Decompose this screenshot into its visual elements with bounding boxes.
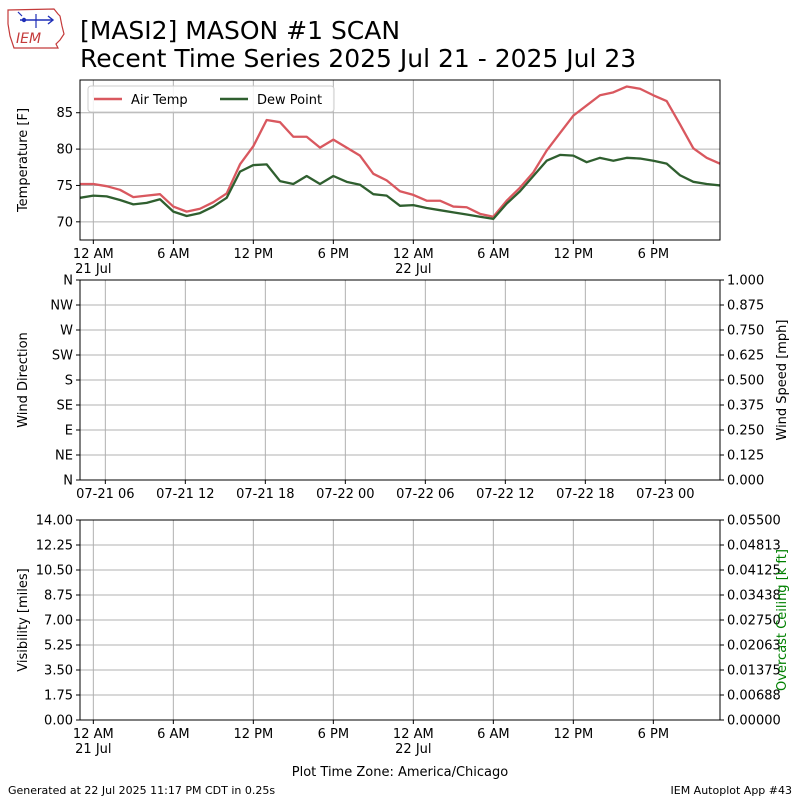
x-tick-label: 12 PM (233, 727, 273, 742)
y-tick-label: N (63, 474, 73, 489)
y2-tick-label: 0.000 (727, 474, 764, 489)
y-tick-label: SW (52, 349, 73, 364)
y-tick-label: 70 (56, 215, 73, 230)
y2-tick-label: 0.04125 (727, 564, 781, 579)
iem-logo-graphic: IEM (7, 8, 65, 49)
logo-text: IEM (16, 31, 41, 47)
x-tick-label: 07-22 00 (316, 487, 374, 502)
y2-tick-label: 0.125 (727, 449, 764, 464)
y2-tick-label: 0.625 (727, 349, 764, 364)
y2-tick-label: 0.01375 (727, 664, 781, 679)
x-tick-label: 12 PM (553, 247, 593, 262)
y-axis-label: Visibility [miles] (16, 568, 31, 671)
y-axis-label: Temperature [F] (16, 108, 31, 213)
y2-tick-label: 0.03438 (727, 589, 781, 604)
y2-tick-label: 0.04813 (727, 539, 781, 554)
y-tick-label: 12.25 (36, 539, 73, 554)
y2-tick-label: 0.250 (727, 424, 764, 439)
y-tick-label: 75 (56, 179, 73, 194)
x-tick-date-label: 21 Jul (75, 742, 111, 757)
y2-axis-label: Overcast Ceiling [k ft] (775, 549, 790, 691)
temperature-panel: 12 AM 6 AM 12 PM 6 PM 12 AM 6 AM 12 PM 6 PM 21 J… (16, 79, 721, 277)
y2-axis-label: Wind Speed [mph] (775, 320, 790, 441)
x-tick-label: 6 AM (157, 247, 190, 262)
axes-frame (79, 519, 721, 721)
footer-generated-text: Generated at 22 Jul 2025 11:17 PM CDT in… (8, 784, 276, 797)
x-tick-label: 12 AM (393, 247, 434, 262)
x-tick-label: 6 PM (318, 247, 349, 262)
y-tick-label: 85 (56, 106, 73, 121)
y2-tick-label: 0.05500 (727, 514, 781, 529)
x-tick-label: 6 AM (157, 727, 190, 742)
chart-title-line1: [MASI2] MASON #1 SCAN (80, 16, 401, 45)
y2-tick-label: 0.02063 (727, 639, 781, 654)
y2-tick-label: 0.00000 (727, 714, 781, 729)
y-tick-label: W (60, 324, 73, 339)
y-tick-label: S (65, 374, 73, 389)
y2-tick-label: 0.00688 (727, 689, 781, 704)
x-tick-label: 6 PM (638, 727, 669, 742)
y2-tick-label: 0.500 (727, 374, 764, 389)
y-tick-label: 14.00 (36, 514, 73, 529)
series-line-dew-point (79, 153, 721, 221)
y2-tick-label: 0.375 (727, 399, 764, 414)
y-tick-label: 10.50 (36, 564, 73, 579)
axes-frame (79, 279, 721, 481)
y-tick-label: 1.75 (44, 689, 73, 704)
x-tick-label: 12 PM (233, 247, 273, 262)
x-tick-label: 6 PM (638, 247, 669, 262)
x-tick-label: 07-22 12 (476, 487, 534, 502)
y-tick-label: N (63, 274, 73, 289)
x-tick-label: 6 AM (477, 247, 510, 262)
series-line-air-temp (80, 85, 721, 218)
legend-entry: Dew Point (257, 93, 322, 108)
x-tick-label: 12 AM (73, 727, 114, 742)
x-tick-label: 12 PM (553, 727, 593, 742)
footer-app-text: IEM Autoplot App #43 (670, 784, 793, 797)
legend-box (87, 85, 335, 113)
x-axis-label: Plot Time Zone: America/Chicago (292, 765, 508, 780)
legend-entry: Air Temp (131, 93, 188, 108)
y-axis-label: Wind Direction (16, 332, 31, 428)
x-tick-label: 07-21 18 (236, 487, 294, 502)
visibility-panel: 12 AM 6 AM 12 PM 6 PM 12 AM 6 AM 12 PM 6 PM 21 J… (16, 514, 790, 781)
y-tick-label: 0.00 (44, 714, 73, 729)
x-tick-date-label: 22 Jul (395, 742, 431, 757)
y-tick-label: E (65, 424, 73, 439)
y-tick-label: 7.00 (44, 614, 73, 629)
y2-tick-label: 1.000 (727, 274, 764, 289)
y2-tick-label: 0.02750 (727, 614, 781, 629)
x-tick-label: 07-21 06 (76, 487, 134, 502)
wind-panel: 07-21 06 07-21 12 07-21 18 07-22 00 07-22 06… (16, 274, 790, 503)
x-tick-label: 6 AM (477, 727, 510, 742)
x-tick-label: 07-23 00 (636, 487, 694, 502)
y-tick-label: 3.50 (44, 664, 73, 679)
x-tick-label: 07-21 12 (156, 487, 214, 502)
x-tick-label: 07-22 06 (396, 487, 454, 502)
y-tick-label: 5.25 (44, 639, 73, 654)
x-tick-label: 12 AM (73, 247, 114, 262)
y2-tick-label: 0.875 (727, 299, 764, 314)
y-tick-label: 8.75 (44, 589, 73, 604)
y2-tick-label: 0.750 (727, 324, 764, 339)
y-tick-label: 80 (56, 143, 73, 158)
axes-frame (79, 79, 721, 241)
y-tick-label: NE (55, 449, 73, 464)
x-tick-date-label: 21 Jul (75, 262, 111, 277)
x-tick-label: 6 PM (318, 727, 349, 742)
y-tick-label: SE (57, 399, 73, 414)
x-tick-date-label: 22 Jul (395, 262, 431, 277)
chart-title-line2: Recent Time Series 2025 Jul 21 - 2025 Ju… (80, 44, 637, 73)
x-tick-label: 07-22 18 (556, 487, 614, 502)
iem-logo: IEM (6, 6, 66, 50)
x-tick-label: 12 AM (393, 727, 434, 742)
y-tick-label: NW (50, 299, 73, 314)
